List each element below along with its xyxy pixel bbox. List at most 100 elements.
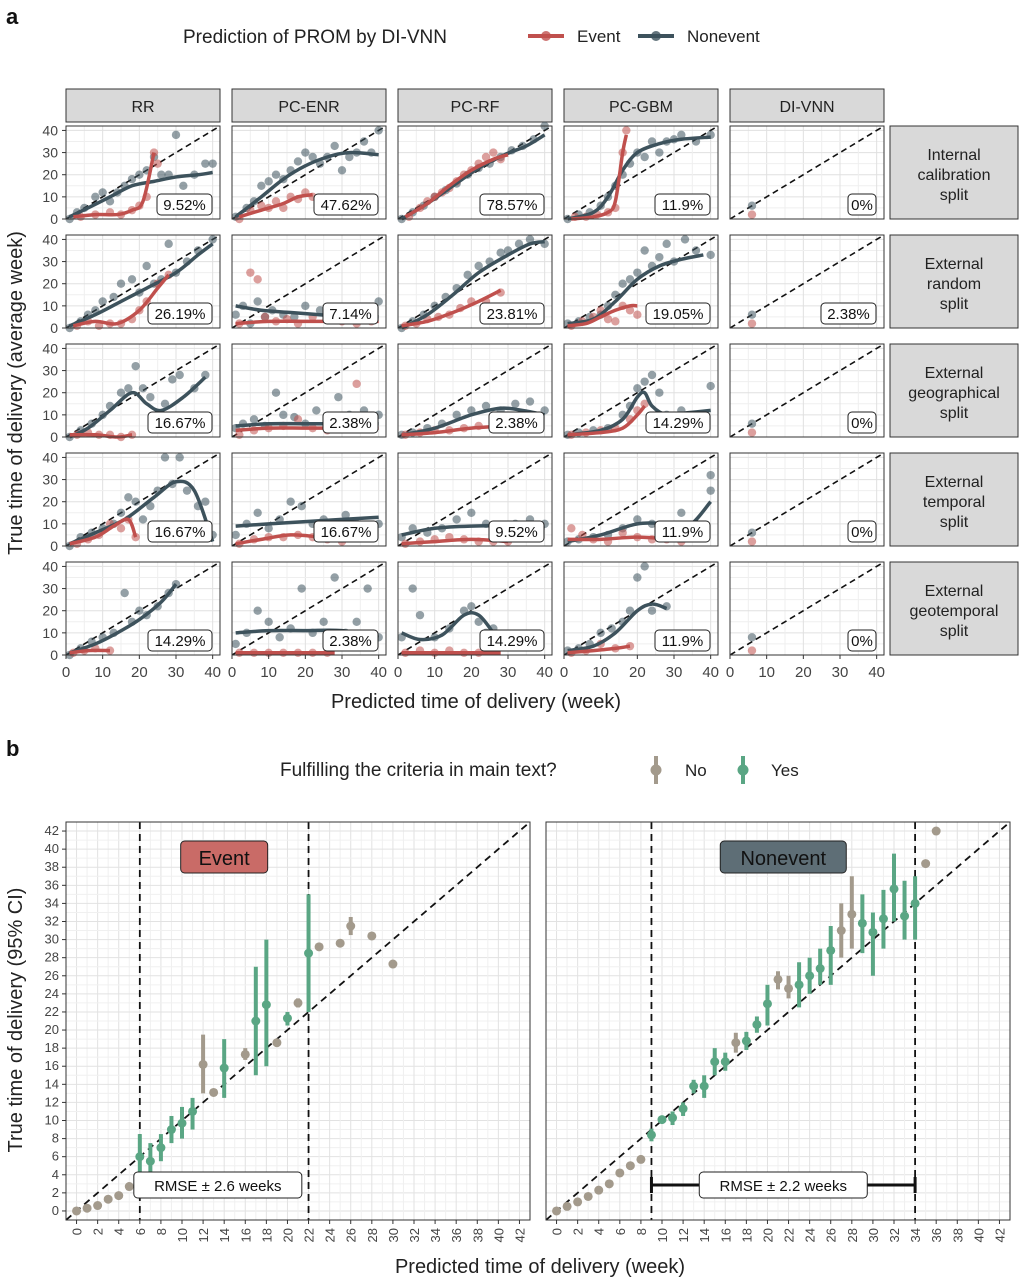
nonevent-point: [467, 508, 476, 517]
nonevent-point: [655, 148, 664, 157]
x-tick-label: 40: [702, 664, 719, 681]
legend-a-event-label: Event: [577, 27, 621, 46]
x-tick-label: 16: [718, 1228, 733, 1242]
nonevent-point: [91, 192, 100, 202]
x-tick-label: 30: [500, 664, 517, 681]
nonevent-point: [171, 130, 181, 140]
x-tick-label: 20: [280, 1228, 295, 1242]
nonevent-point: [481, 401, 491, 411]
nonevent-curve: [235, 515, 379, 528]
nonevent-point: [201, 159, 210, 168]
y-tick-label: 6: [52, 1149, 59, 1164]
identity-line: [65, 821, 531, 1221]
no-point: [784, 983, 794, 993]
x-tick-label: 30: [168, 664, 185, 681]
legend-a-nonevent: Nonevent: [638, 27, 760, 46]
percent-badge: [313, 520, 379, 543]
nonevent-point: [116, 279, 126, 288]
yes-point: [878, 914, 888, 924]
yes-point: [135, 1152, 145, 1162]
nonevent-point: [208, 159, 217, 168]
nonevent-point: [341, 510, 350, 520]
y-tick-label: 20: [45, 1022, 59, 1037]
nonevent-point: [253, 508, 262, 517]
nonevent-point: [633, 268, 642, 277]
facet-border: [65, 821, 531, 1221]
x-tick-label: 12: [676, 1228, 691, 1242]
nonevent-curve: [567, 602, 668, 653]
x-tick-label: 24: [323, 1228, 338, 1242]
y-tick-label: 30: [42, 254, 58, 270]
nonevent-point: [271, 170, 281, 179]
event-curve: [571, 134, 629, 221]
nonevent-point: [146, 392, 155, 402]
column-strip-label: PC-GBM: [609, 99, 673, 116]
nonevent-curve: [68, 170, 213, 219]
y-tick-label: 0: [50, 320, 58, 336]
nonevent-point: [124, 493, 133, 502]
nonevent-point: [474, 617, 483, 626]
y-tick-label: 10: [42, 189, 58, 205]
facet-panel: 14.29%: [397, 561, 553, 657]
event-point: [352, 379, 361, 389]
nonevent-point: [135, 606, 144, 615]
facet-panel: 0%: [729, 125, 885, 220]
percent-label: 26.19%: [155, 306, 206, 323]
facet-panel: 0%: [729, 561, 885, 656]
nonevent-point: [157, 170, 166, 179]
nonevent-point: [633, 515, 642, 524]
facet-border: [729, 125, 885, 220]
percent-badge: [147, 302, 213, 325]
no-point: [293, 998, 303, 1008]
no-point: [272, 1038, 282, 1048]
facet-border: [65, 343, 221, 438]
nonevent-point: [179, 181, 188, 190]
yes-point: [752, 1020, 762, 1030]
percent-label: 9.52%: [163, 197, 206, 214]
x-tick-label: 36: [449, 1228, 464, 1242]
event-point: [747, 537, 757, 546]
no-point: [346, 921, 356, 931]
facet-panel: 11.9%: [563, 561, 719, 657]
percent-label: 2.38%: [329, 633, 372, 650]
row-strip-label: External: [925, 365, 984, 382]
x-tick-label: 32: [407, 1228, 422, 1242]
x-tick-label: 42: [992, 1228, 1007, 1242]
nonevent-point: [525, 397, 535, 406]
legend-b-no-label: No: [685, 761, 707, 780]
x-tick-label: 10: [655, 1228, 670, 1242]
event-curve: [567, 404, 647, 437]
nonevent-point: [127, 275, 137, 284]
event-point: [611, 317, 620, 326]
no-point: [921, 859, 931, 869]
percent-label: 7.14%: [329, 306, 372, 323]
row-strip-label: temporal: [923, 494, 985, 511]
facet-panel: 0%: [729, 452, 885, 547]
no-point: [847, 909, 857, 919]
no-point: [124, 1182, 134, 1192]
event-point: [116, 524, 126, 533]
no-point: [583, 1191, 593, 1201]
event-curve: [72, 273, 171, 328]
row-strip-label: split: [940, 514, 969, 531]
facet-title: Nonevent: [740, 848, 826, 870]
y-tick-label: 2: [52, 1185, 59, 1200]
x-tick-label: 20: [131, 664, 148, 681]
facet-panel: 2.38%: [231, 343, 387, 439]
event-curve: [567, 644, 631, 655]
facet-border: [65, 561, 221, 656]
row-strip-label: split: [940, 623, 969, 640]
percent-badge: [147, 629, 213, 652]
event-point: [260, 312, 270, 322]
facet-panel: 14.29%: [65, 561, 221, 660]
percent-label: 78.57%: [487, 197, 538, 214]
nonevent-point: [264, 524, 273, 533]
percent-label: 19.05%: [653, 306, 704, 323]
nonevent-point: [747, 310, 757, 319]
nonevent-point: [706, 470, 715, 480]
no-point: [93, 1201, 103, 1211]
event-curve: [69, 648, 111, 655]
x-tick-label: 2: [571, 1228, 586, 1235]
nonevent-point: [640, 377, 649, 386]
